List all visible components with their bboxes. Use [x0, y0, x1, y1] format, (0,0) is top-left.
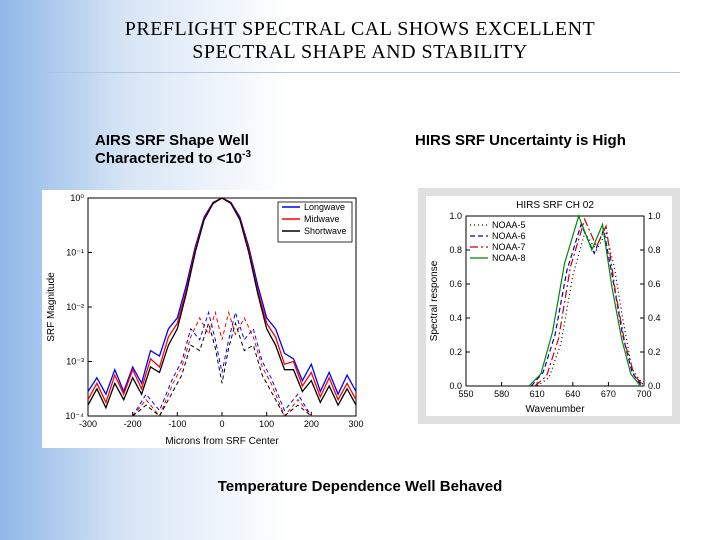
svg-text:Microns from SRF Center: Microns from SRF Center — [165, 436, 279, 447]
svg-text:1.0: 1.0 — [449, 211, 462, 221]
title-line-1: PREFLIGHT SPECTRAL CAL SHOWS EXCELLENT — [0, 18, 720, 41]
svg-text:0.0: 0.0 — [648, 381, 661, 391]
svg-text:670: 670 — [601, 389, 616, 399]
left-chart-caption: AIRS SRF Shape Well Characterized to <10… — [95, 132, 325, 167]
svg-text:0.6: 0.6 — [648, 279, 661, 289]
svg-text:Spectral response: Spectral response — [429, 260, 440, 341]
svg-text:640: 640 — [565, 389, 580, 399]
svg-text:NOAA-6: NOAA-6 — [492, 231, 526, 241]
svg-text:0.8: 0.8 — [449, 245, 462, 255]
svg-text:-200: -200 — [124, 419, 142, 429]
hirs-srf-chart: HIRS SRF CH 025505806106406707000.00.20.… — [418, 188, 680, 424]
svg-text:Shortwave: Shortwave — [304, 226, 347, 236]
svg-text:Longwave: Longwave — [304, 202, 345, 212]
bottom-caption: Temperature Dependence Well Behaved — [0, 478, 720, 495]
svg-text:10⁻¹: 10⁻¹ — [66, 248, 84, 258]
svg-text:0.2: 0.2 — [648, 347, 661, 357]
svg-text:0.4: 0.4 — [648, 313, 661, 323]
left-caption-text: AIRS SRF Shape Well Characterized to <10 — [95, 132, 249, 167]
svg-text:0.8: 0.8 — [648, 245, 661, 255]
svg-text:Wavenumber: Wavenumber — [525, 404, 585, 415]
svg-text:100: 100 — [259, 419, 274, 429]
svg-text:0.6: 0.6 — [449, 279, 462, 289]
right-chart-caption: HIRS SRF Uncertainty is High — [415, 132, 695, 149]
page-title: PREFLIGHT SPECTRAL CAL SHOWS EXCELLENT S… — [0, 18, 720, 64]
svg-text:Midwave: Midwave — [304, 214, 340, 224]
svg-text:10⁰: 10⁰ — [70, 193, 84, 203]
svg-text:0.4: 0.4 — [449, 313, 462, 323]
svg-text:SRF Magnitude: SRF Magnitude — [46, 272, 57, 342]
svg-text:300: 300 — [348, 419, 363, 429]
svg-text:200: 200 — [304, 419, 319, 429]
svg-text:10⁻⁴: 10⁻⁴ — [65, 411, 84, 421]
svg-text:NOAA-5: NOAA-5 — [492, 220, 526, 230]
title-rule — [40, 72, 680, 73]
svg-text:0.2: 0.2 — [449, 347, 462, 357]
title-line-2: SPECTRAL SHAPE AND STABILITY — [0, 41, 720, 64]
airs-srf-chart: -300-200-100010020030010⁻⁴10⁻³10⁻²10⁻¹10… — [42, 190, 364, 448]
svg-text:0: 0 — [219, 419, 224, 429]
svg-text:610: 610 — [530, 389, 545, 399]
svg-text:10⁻²: 10⁻² — [66, 302, 84, 312]
svg-text:580: 580 — [494, 389, 509, 399]
svg-text:HIRS SRF CH 02: HIRS SRF CH 02 — [516, 200, 594, 211]
svg-text:1.0: 1.0 — [648, 211, 661, 221]
svg-text:0.0: 0.0 — [449, 381, 462, 391]
svg-text:-100: -100 — [168, 419, 186, 429]
svg-text:NOAA-8: NOAA-8 — [492, 253, 526, 263]
svg-text:10⁻³: 10⁻³ — [66, 357, 84, 367]
svg-text:NOAA-7: NOAA-7 — [492, 242, 526, 252]
left-caption-exponent: -3 — [242, 149, 251, 160]
